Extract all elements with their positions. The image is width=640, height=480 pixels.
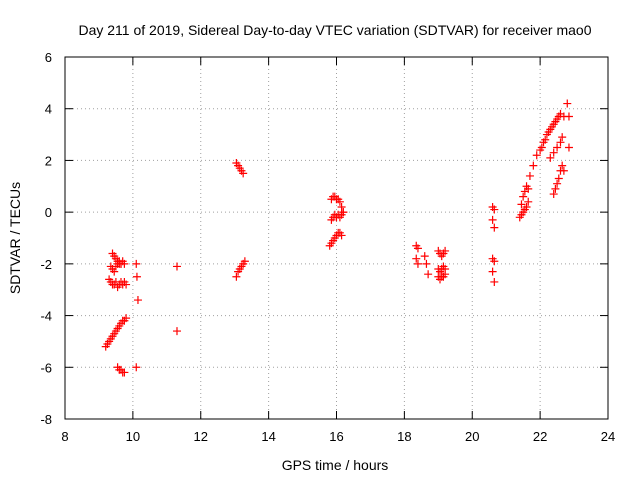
data-point [413,259,422,268]
data-point [132,259,141,268]
x-axis-label: GPS time / hours [282,457,389,473]
data-point [337,231,346,240]
x-tick-label: 14 [261,429,275,444]
y-tick-label: -4 [40,309,52,324]
data-point [519,192,528,201]
data-point [172,262,181,271]
data-point [564,112,573,121]
data-point [551,184,560,193]
data-point [549,190,558,199]
data-point [413,244,422,253]
data-point [335,197,344,206]
data-point [488,267,497,276]
data-point [132,363,141,372]
data-point [556,138,565,147]
y-tick-label: 2 [45,153,52,168]
y-tick-label: -6 [40,360,52,375]
data-point [424,270,433,279]
data-point [337,202,346,211]
data-point [422,259,431,268]
axis-ticks [64,56,609,420]
y-axis-label: SDTVAR / TECUs [7,182,23,294]
data-point [524,184,533,193]
data-point [441,270,450,279]
data-point [546,153,555,162]
gridlines [65,57,608,419]
data-point [553,179,562,188]
data-point [172,327,181,336]
data-point [524,197,533,206]
data-point [563,99,572,108]
data-point [232,272,241,281]
x-tick-label: 18 [397,429,411,444]
data-point [522,202,531,211]
data-point [490,277,499,286]
x-tick-label: 16 [329,429,343,444]
data-point [490,205,499,214]
y-tick-label: 4 [45,102,52,117]
data-point [553,143,562,152]
data-point [554,174,563,183]
data-point [122,314,131,323]
data-point [239,169,248,178]
data-point [558,161,567,170]
x-tick-label: 12 [194,429,208,444]
data-point [120,368,129,377]
data-point [122,280,131,289]
data-point [559,166,568,175]
data-point [339,208,348,217]
data-point [110,267,119,276]
data-point [532,151,541,160]
y-tick-label: -2 [40,257,52,272]
data-point [133,296,142,305]
x-tick-label: 10 [126,429,140,444]
y-tick-label: -8 [40,412,52,427]
data-points [101,99,573,377]
data-point [420,252,429,261]
data-point [541,135,550,144]
data-point [525,171,534,180]
data-point [488,215,497,224]
data-point [132,272,141,281]
data-point [537,143,546,152]
x-tick-label: 20 [465,429,479,444]
y-tick-label: 0 [45,205,52,220]
y-tick-label: 6 [45,50,52,65]
x-tick-label: 8 [61,429,68,444]
data-point [412,254,421,263]
x-tick-label: 24 [601,429,615,444]
data-point [441,246,450,255]
data-point [240,257,249,266]
data-point [558,133,567,142]
chart-title: Day 211 of 2019, Sidereal Day-to-day VTE… [78,22,591,38]
data-point [564,143,573,152]
data-point [490,257,499,266]
data-point [549,148,558,157]
data-point [517,200,526,209]
data-point [529,161,538,170]
data-point [120,259,129,268]
x-tick-label: 22 [533,429,547,444]
data-point [490,223,499,232]
